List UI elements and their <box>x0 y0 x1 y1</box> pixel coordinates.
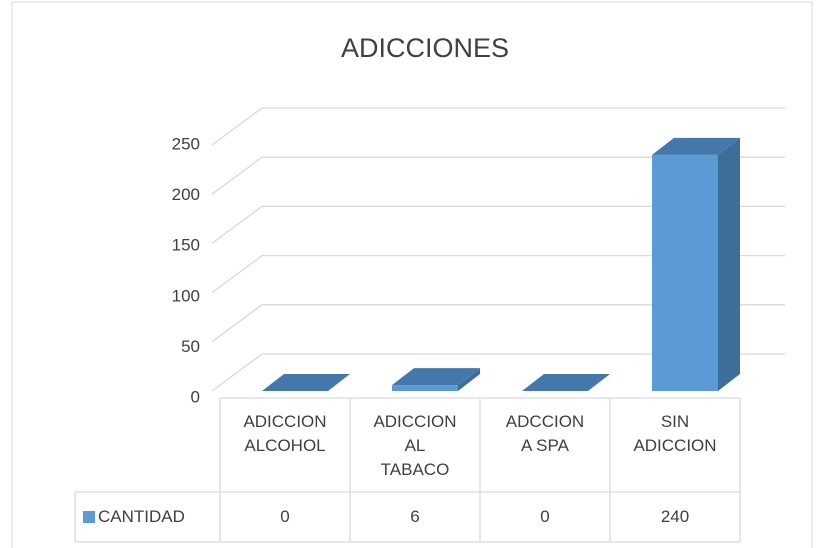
grid-line <box>211 205 785 244</box>
bar <box>522 374 610 391</box>
x-tick-label: ADCCION A SPA <box>505 412 585 455</box>
y-tick-label: 200 <box>172 185 200 204</box>
table-value: 240 <box>660 507 690 526</box>
legend-swatch <box>83 511 95 523</box>
bar-front <box>652 154 718 391</box>
bar-side <box>718 137 740 391</box>
bar-top <box>522 374 610 391</box>
chart-border <box>11 1 813 548</box>
x-tick-label: SIN ADICCION <box>633 412 717 455</box>
y-tick-label: 50 <box>181 337 200 356</box>
chart-title: ADICCIONES <box>341 33 509 63</box>
bar-top <box>262 374 350 391</box>
grid-line <box>211 156 785 195</box>
bar-side <box>458 368 480 391</box>
table-value: 0 <box>280 507 290 526</box>
bar-top <box>652 137 740 155</box>
grid-line <box>211 304 785 343</box>
y-tick-label: 100 <box>172 286 200 305</box>
table-value: 0 <box>540 507 550 526</box>
grid-line <box>211 254 785 294</box>
x-tick-label: ADICCION AL TABACO <box>373 412 457 479</box>
y-tick-label: 150 <box>172 236 200 255</box>
bar-top <box>392 368 480 386</box>
bar <box>392 368 480 391</box>
grid-line <box>211 353 785 392</box>
x-tick-label: ADICCION ALCOHOL <box>243 412 327 455</box>
table-value: 6 <box>410 507 420 526</box>
bar <box>652 137 740 391</box>
y-tick-label: 0 <box>191 387 200 406</box>
bar-front <box>392 385 458 391</box>
y-tick-label: 250 <box>172 134 200 153</box>
grid-line <box>211 107 785 146</box>
bar <box>262 374 350 391</box>
legend-label: CANTIDAD <box>98 507 185 526</box>
